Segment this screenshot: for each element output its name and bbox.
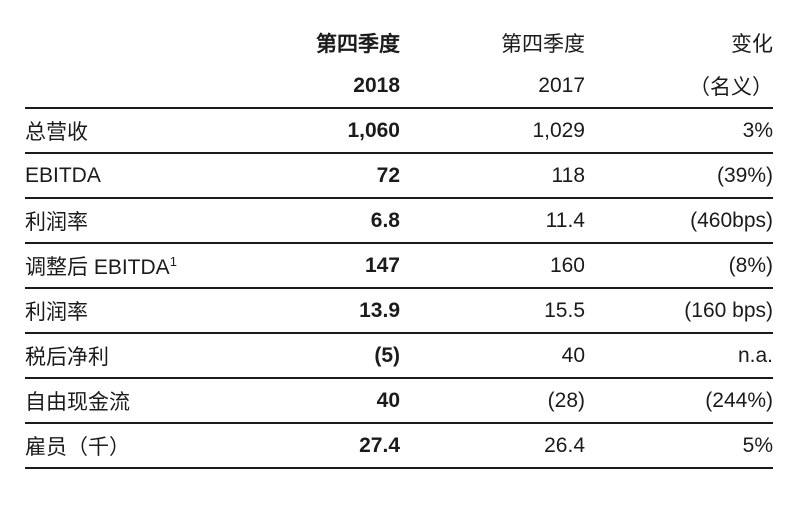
footnote-marker: 1	[169, 253, 177, 269]
metric-label: 调整后 EBITDA1	[25, 243, 275, 289]
header-empty-cell	[25, 20, 275, 65]
table-body: 总营收 1,060 1,029 3% EBITDA 72 118 (39%) 利…	[25, 108, 773, 469]
metric-label: 自由现金流	[25, 378, 275, 424]
value-2017: 15.5	[400, 288, 585, 334]
metric-label-text: EBITDA	[25, 163, 101, 187]
metric-label: 利润率	[25, 288, 275, 334]
value-2017: 40	[400, 333, 585, 379]
value-change: (244%)	[585, 378, 773, 424]
metric-label: 税后净利	[25, 333, 275, 379]
value-2018: 13.9	[275, 288, 400, 334]
value-2017: 118	[400, 153, 585, 199]
table-row-net-income: 税后净利 (5) 40 n.a.	[25, 333, 773, 379]
header-row-period: 第四季度 第四季度 变化	[25, 20, 773, 65]
table-row-employees: 雇员（千） 27.4 26.4 5%	[25, 423, 773, 469]
metric-label-text: 调整后 EBITDA	[25, 255, 170, 279]
header-period-2017: 第四季度	[501, 32, 585, 56]
value-change: (460bps)	[585, 198, 773, 244]
value-2017: 1,029	[400, 108, 585, 154]
metric-label: EBITDA	[25, 153, 275, 199]
value-change: (8%)	[585, 243, 773, 289]
table-row-revenue: 总营收 1,060 1,029 3%	[25, 108, 773, 154]
value-change: 5%	[585, 423, 773, 469]
value-change: 3%	[585, 108, 773, 154]
header-year-2017: 2017	[400, 65, 585, 109]
header-row-year: 2018 2017 （名义）	[25, 65, 773, 109]
value-2017: 160	[400, 243, 585, 289]
metric-label-text: 总营收	[25, 120, 88, 144]
header-change-basis: （名义）	[585, 65, 773, 109]
header-change: 变化	[731, 32, 773, 56]
value-2018: 40	[275, 378, 400, 424]
table-row-ebitda: EBITDA 72 118 (39%)	[25, 153, 773, 199]
value-2018: 6.8	[275, 198, 400, 244]
value-change: n.a.	[585, 333, 773, 379]
metric-label-text: 利润率	[25, 300, 88, 324]
value-2018: 72	[275, 153, 400, 199]
table-header: 第四季度 第四季度 变化 2018 2017 （名义）	[25, 20, 773, 109]
table-row-free-cash-flow: 自由现金流 40 (28) (244%)	[25, 378, 773, 424]
metric-label: 雇员（千）	[25, 423, 275, 469]
value-2018: (5)	[275, 333, 400, 379]
value-2017: 26.4	[400, 423, 585, 469]
value-2018: 147	[275, 243, 400, 289]
table-row-adjusted-ebitda: 调整后 EBITDA1 147 160 (8%)	[25, 243, 773, 289]
table-row-margin: 利润率 6.8 11.4 (460bps)	[25, 198, 773, 244]
value-2017: 11.4	[400, 198, 585, 244]
metric-label-text: 税后净利	[25, 345, 109, 369]
value-2018: 1,060	[275, 108, 400, 154]
metric-label-text: 利润率	[25, 210, 88, 234]
value-change: (39%)	[585, 153, 773, 199]
header-year-2018: 2018	[275, 65, 400, 109]
value-2017: (28)	[400, 378, 585, 424]
metric-label: 利润率	[25, 198, 275, 244]
header-empty-cell	[25, 65, 275, 109]
metric-label-text: 雇员（千）	[25, 435, 130, 459]
table-row-adjusted-margin: 利润率 13.9 15.5 (160 bps)	[25, 288, 773, 334]
metric-label-text: 自由现金流	[25, 390, 130, 414]
financial-results-table: 第四季度 第四季度 变化 2018 2017 （名义） 总营收 1,060 1,…	[25, 20, 773, 469]
metric-label: 总营收	[25, 108, 275, 154]
value-2018: 27.4	[275, 423, 400, 469]
value-change: (160 bps)	[585, 288, 773, 334]
header-period-2018: 第四季度	[316, 32, 400, 56]
